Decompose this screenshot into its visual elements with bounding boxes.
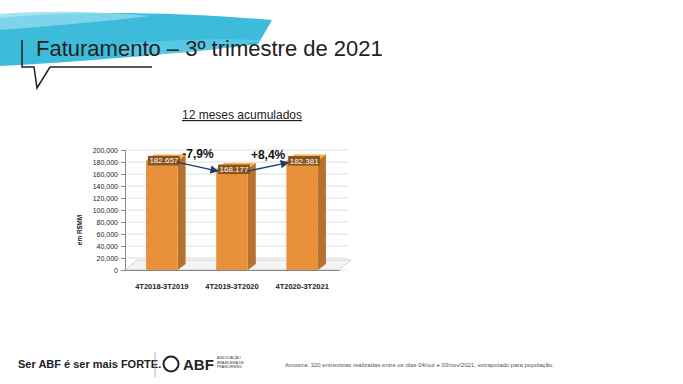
bar: [286, 161, 318, 270]
y-tick-mark: [121, 258, 125, 259]
y-tick-mark: [121, 210, 125, 211]
y-axis: 0 20,000 40,000 60,000 80,000 100,000 120,000 1…: [93, 147, 126, 274]
y-tick-label: 180,000: [93, 159, 118, 166]
title: Faturamento – 3º trimestre de 2021: [36, 36, 383, 61]
x-axis: 4T2018-3T2019 4T2019-3T2020 4T2020-3T2021: [126, 270, 340, 291]
annotation: -7,9%: [182, 147, 214, 161]
logo-caption: FRANCHISING: [217, 365, 242, 369]
logo-mark: [164, 357, 179, 372]
brand-line: Ser ABF é ser maisFORTE.: [18, 358, 161, 370]
y-tick: 120,000: [93, 195, 125, 202]
y-tick-mark: [121, 198, 125, 199]
y-tick-mark: [121, 270, 125, 271]
bar-side: [248, 163, 256, 270]
slide: Faturamento – 3º trimestre de 2021 12 mes…: [0, 0, 683, 384]
footer: Ser ABF é ser maisFORTE. ABFASSOCIAÇÃOBRA…: [18, 352, 554, 377]
logo-caption: ASSOCIAÇÃO: [217, 355, 241, 360]
bar-side: [318, 155, 326, 270]
y-tick: 140,000: [93, 183, 125, 190]
y-tick-mark: [121, 186, 125, 187]
footnote: Amostra: 320 entrevistas realizadas entr…: [285, 362, 554, 368]
logo-text: ABF: [183, 356, 214, 373]
bars: [146, 154, 326, 270]
y-tick-label: 80,000: [97, 219, 119, 226]
data-label: 168.177: [220, 165, 249, 174]
y-tick: 80,000: [97, 219, 125, 226]
y-tick-mark: [121, 222, 125, 223]
bar: [146, 160, 178, 270]
subtitle: 12 meses acumulados: [182, 108, 302, 122]
x-tick-label: 4T2019-3T2020: [205, 282, 258, 291]
logo-caption: BRASILEIRA DE: [217, 361, 245, 365]
y-tick-label: 160,000: [93, 171, 118, 178]
y-tick: 40,000: [97, 243, 125, 250]
y-tick-label: 40,000: [97, 243, 119, 250]
grid-line: [125, 150, 347, 151]
y-tick-mark: [121, 246, 125, 247]
x-axis-line: [126, 270, 340, 271]
data-label: 182.657: [149, 156, 178, 165]
y-tick-mark: [121, 162, 125, 163]
bar-side: [178, 154, 186, 270]
bar: [216, 169, 248, 270]
data-labels: 182.657 168.177 182.381: [148, 156, 320, 174]
slide-canvas: Faturamento – 3º trimestre de 2021 12 mes…: [0, 0, 683, 384]
y-tick: 100,000: [93, 207, 125, 214]
annotation: +8,4%: [251, 148, 286, 162]
y-tick-mark: [121, 150, 125, 151]
grid: [125, 150, 347, 270]
x-tick-label: 4T2020-3T2021: [275, 282, 328, 291]
data-label-bg: [148, 156, 180, 166]
y-tick-label: 60,000: [97, 231, 119, 238]
y-tick-label: 200,000: [93, 147, 118, 154]
y-tick: 0: [114, 267, 125, 274]
annotation-arrow: [248, 163, 288, 172]
y-tick-label: 20,000: [97, 255, 119, 262]
x-tick: 4T2018-3T2019: [135, 270, 188, 291]
y-tick: 60,000: [97, 231, 125, 238]
y-tick-label: 100,000: [93, 207, 118, 214]
y-tick: 200,000: [93, 147, 125, 154]
y-tick: 160,000: [93, 171, 125, 178]
y-tick-label: 140,000: [93, 183, 118, 190]
x-tick-label: 4T2018-3T2019: [135, 282, 188, 291]
data-label-bg: [288, 156, 320, 166]
y-tick-mark: [121, 174, 125, 175]
y-axis-line: [121, 151, 126, 271]
x-tick: 4T2020-3T2021: [275, 270, 328, 291]
brand-part: Ser ABF é ser mais: [18, 358, 118, 370]
y-tick: 20,000: [97, 255, 125, 262]
brush-highlight: [0, 12, 150, 30]
footer-separator: [155, 352, 156, 377]
y-tick-label: 120,000: [93, 195, 118, 202]
y-tick-label: 0: [114, 267, 118, 274]
annotations: -7,9% +8,4%: [178, 147, 288, 171]
y-tick-mark: [121, 234, 125, 235]
data-label-bg: [218, 165, 250, 175]
y-tick: 180,000: [93, 159, 125, 166]
annotation-arrow: [178, 162, 218, 171]
x-tick: 4T2019-3T2020: [205, 270, 258, 291]
data-label: 182.381: [290, 157, 319, 166]
y-axis-title: em R$MM: [76, 215, 84, 245]
